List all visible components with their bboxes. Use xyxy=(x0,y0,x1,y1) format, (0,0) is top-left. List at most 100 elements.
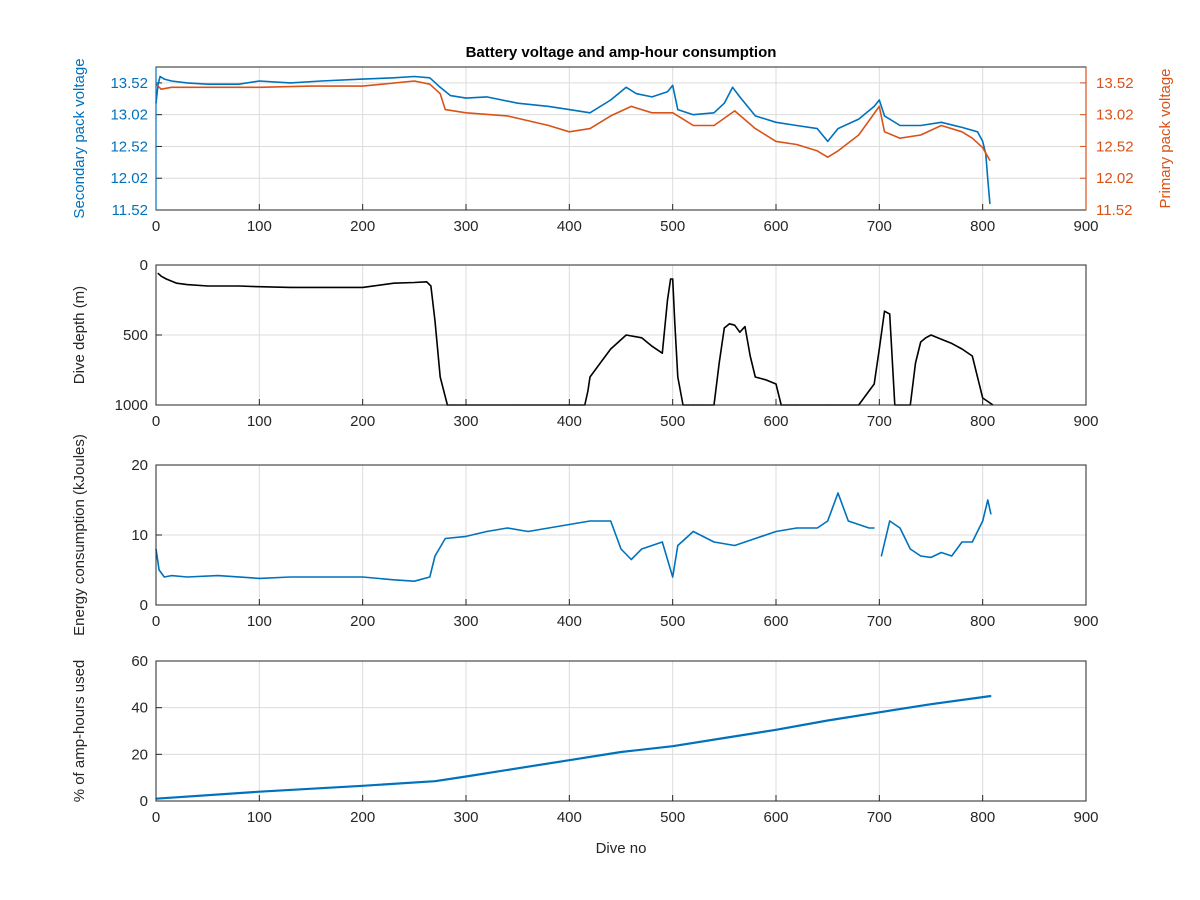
data-point xyxy=(610,348,612,350)
x-tick-label: 800 xyxy=(970,413,995,430)
y2-axis-label: Primary pack voltage xyxy=(1157,68,1174,208)
data-point xyxy=(630,105,632,108)
subplot-2: 0 100 200 300 400 500 600 700 800 900 0 500 1000 Dive… xyxy=(71,257,1099,430)
data-point xyxy=(878,711,880,713)
data-point xyxy=(827,719,829,722)
data-point xyxy=(158,569,160,571)
data-point xyxy=(920,134,922,136)
subplot-3: 0 100 200 300 400 500 600 700 800 900 0 10 20 Energy … xyxy=(71,434,1099,636)
data-point xyxy=(434,320,436,322)
data-point xyxy=(625,86,627,88)
data-point xyxy=(858,134,860,136)
x-tick-label: 500 xyxy=(660,413,685,430)
subplots: 0 100 200 300 400 500 600 700 800 90011.5212.0212… xyxy=(71,58,1174,857)
x-tick-label: 800 xyxy=(970,809,995,826)
data-point xyxy=(568,108,570,111)
data-point xyxy=(883,131,886,133)
data-point xyxy=(749,355,751,357)
x-tick-label: 600 xyxy=(763,413,788,430)
data-point xyxy=(873,383,875,385)
data-point xyxy=(754,128,756,130)
data-point xyxy=(589,112,591,114)
data-point xyxy=(362,576,364,578)
data-point xyxy=(899,124,901,127)
data-point xyxy=(426,281,428,283)
data-point xyxy=(883,310,886,312)
data-point xyxy=(625,334,627,336)
data-point xyxy=(940,121,942,123)
data-point xyxy=(486,96,488,98)
data-point xyxy=(951,342,953,344)
data-point xyxy=(630,558,632,561)
data-point xyxy=(429,576,431,578)
data-point xyxy=(413,281,415,284)
data-point xyxy=(827,156,829,158)
y-tick-label: 10 xyxy=(131,527,148,544)
x-tick-label: 300 xyxy=(453,809,478,826)
x-tick-label: 900 xyxy=(1073,413,1098,430)
data-point xyxy=(439,93,441,95)
data-point xyxy=(207,86,209,88)
data-point xyxy=(873,527,875,529)
data-point xyxy=(320,576,322,578)
data-point xyxy=(393,77,395,79)
x-tick-label: 700 xyxy=(867,218,892,235)
data-point xyxy=(878,99,880,101)
data-point xyxy=(258,80,260,82)
data-point xyxy=(430,285,432,287)
data-point xyxy=(672,84,674,87)
data-point xyxy=(878,105,880,108)
x-tick-label: 300 xyxy=(453,218,478,235)
series-line xyxy=(155,75,991,204)
y-axis-label: Energy consumption (kJoules) xyxy=(71,434,88,636)
data-point xyxy=(982,140,984,142)
data-point xyxy=(362,85,364,87)
data-point xyxy=(320,286,322,288)
x-tick-label: 400 xyxy=(557,218,582,235)
data-point xyxy=(672,112,674,114)
data-point xyxy=(465,775,467,778)
data-point xyxy=(880,555,883,557)
data-point xyxy=(765,379,767,381)
axes-frame xyxy=(155,264,1087,406)
data-point xyxy=(989,159,991,162)
data-point xyxy=(982,397,984,399)
data-point xyxy=(186,576,188,578)
x-axis-label: Dive no xyxy=(596,840,647,857)
data-point xyxy=(589,128,591,130)
data-point xyxy=(486,530,488,533)
x-tick-label: 100 xyxy=(247,413,272,430)
data-point xyxy=(713,541,715,543)
data-point xyxy=(930,556,932,559)
x-tick-label: 400 xyxy=(557,809,582,826)
data-point xyxy=(413,75,415,78)
data-point xyxy=(951,555,953,557)
subplot-1: 0 100 200 300 400 500 600 700 800 90011.5212.0212… xyxy=(71,58,1174,235)
data-point xyxy=(413,580,415,582)
data-point xyxy=(176,282,178,284)
data-point xyxy=(723,737,725,739)
x-tick-label: 600 xyxy=(763,613,788,630)
data-point xyxy=(186,284,188,286)
data-point xyxy=(728,323,731,325)
data-point xyxy=(548,527,550,529)
data-point xyxy=(506,115,508,117)
data-point xyxy=(635,93,638,95)
x-tick-label: 0 xyxy=(152,613,160,630)
x-tick-label: 400 xyxy=(557,413,582,430)
data-point xyxy=(961,541,963,543)
y-tick-label: 13.02 xyxy=(110,107,148,124)
data-point xyxy=(739,96,741,98)
data-point xyxy=(289,286,291,288)
data-point xyxy=(718,362,720,364)
data-point xyxy=(734,324,736,326)
data-point xyxy=(672,278,674,280)
data-point xyxy=(170,575,173,577)
data-point xyxy=(796,527,798,529)
data-point xyxy=(465,112,467,114)
axes-frame xyxy=(155,660,1087,802)
data-point xyxy=(920,555,922,557)
y-tick-label: 11.52 xyxy=(112,202,148,219)
data-point xyxy=(506,527,508,529)
data-point xyxy=(163,576,165,578)
